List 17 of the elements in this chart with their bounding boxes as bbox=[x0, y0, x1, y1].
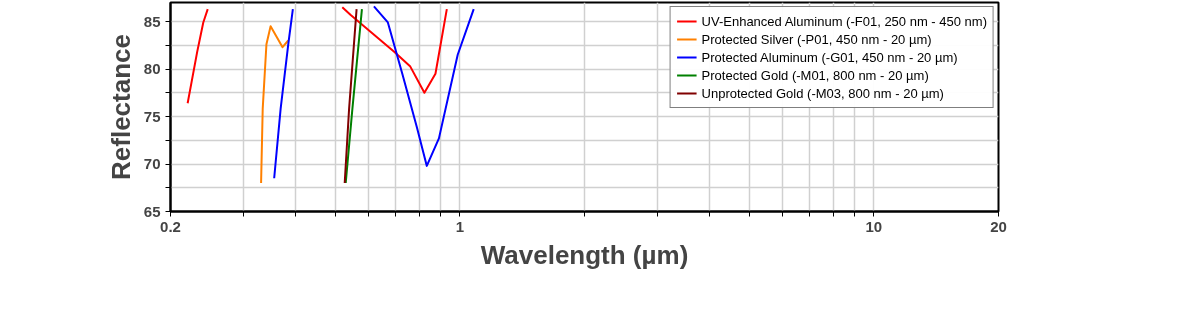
legend-label: UV-Enhanced Aluminum (-F01, 250 nm - 450 nm) bbox=[701, 13, 987, 29]
y-tick-label: 65 bbox=[143, 202, 161, 220]
x-tick-label: 1 bbox=[455, 217, 465, 235]
legend-label: Protected Aluminum (-G01, 450 nm - 20 µm) bbox=[701, 49, 958, 65]
x-tick-label: 10 bbox=[865, 217, 883, 235]
x-axis-title: Wavelength (µm) bbox=[480, 239, 689, 270]
legend-label: Protected Gold (-M01, 800 nm - 20 µm) bbox=[701, 67, 929, 83]
x-tick-label: 0.2 bbox=[160, 217, 181, 235]
y-axis-title: Reflectance bbox=[105, 34, 136, 180]
y-tick-label: 85 bbox=[143, 12, 161, 30]
y-tick-label: 80 bbox=[143, 60, 161, 77]
legend-label: Unprotected Gold (-M03, 800 nm - 20 µm) bbox=[701, 85, 944, 101]
line-series bbox=[260, 25, 290, 184]
y-tick-label: 75 bbox=[143, 107, 161, 125]
x-tick-label: 20 bbox=[990, 217, 1007, 235]
y-tick-label: 70 bbox=[143, 155, 161, 172]
legend-label: Protected Silver (-P01, 450 nm - 20 µm) bbox=[701, 31, 932, 47]
